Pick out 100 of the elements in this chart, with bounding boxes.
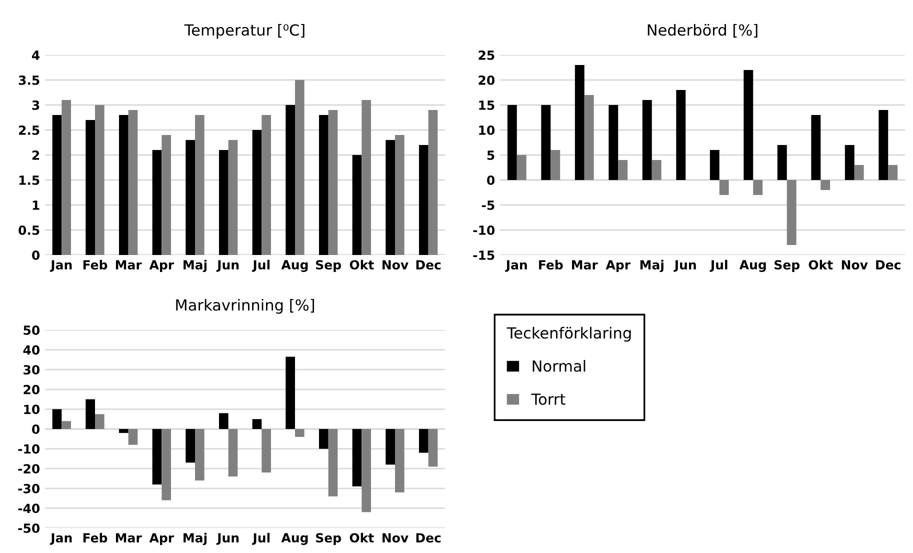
bar bbox=[86, 399, 95, 429]
x-tick-label: Mar bbox=[116, 260, 142, 270]
bar bbox=[52, 115, 62, 255]
bar bbox=[753, 180, 763, 195]
bar bbox=[228, 140, 238, 255]
bar bbox=[328, 110, 338, 255]
bar bbox=[574, 65, 584, 180]
bar bbox=[52, 409, 62, 429]
x-tick-label: Apr bbox=[149, 260, 174, 272]
y-tick-label: 2 bbox=[32, 150, 40, 160]
x-tick-label: Okt bbox=[350, 532, 374, 543]
x-tick-label: Dec bbox=[416, 533, 441, 543]
y-tick-label: -10 bbox=[473, 225, 495, 235]
bar bbox=[295, 429, 304, 437]
y-tick-label: 10 bbox=[479, 125, 495, 135]
x-tick-label: Jul bbox=[252, 532, 270, 545]
x-tick-label: Okt bbox=[808, 260, 833, 270]
x-tick-label: Sep bbox=[316, 533, 341, 545]
bar bbox=[152, 429, 162, 484]
x-tick-label: Jul bbox=[710, 260, 728, 272]
bar bbox=[550, 150, 560, 180]
y-tick-label: 15 bbox=[479, 100, 494, 110]
bar bbox=[642, 100, 652, 180]
y-tick-label: 2.5 bbox=[18, 125, 40, 135]
x-tick-label: Feb bbox=[83, 260, 108, 270]
y-tick-label: -15 bbox=[473, 250, 494, 260]
bar bbox=[676, 90, 686, 180]
x-tick-label: Jul bbox=[252, 260, 270, 272]
bar bbox=[319, 429, 328, 449]
x-tick-label: Nov bbox=[382, 260, 408, 270]
bar bbox=[584, 95, 594, 180]
bar bbox=[186, 140, 195, 255]
x-tick-label: Mar bbox=[572, 260, 598, 270]
x-tick-label: Aug bbox=[281, 260, 308, 272]
bar bbox=[286, 105, 295, 255]
bar bbox=[878, 110, 888, 180]
y-tick-label: -10 bbox=[18, 444, 40, 454]
legend-title: Teckenförklaring bbox=[506, 326, 631, 342]
y-tick-label: -40 bbox=[18, 504, 40, 514]
bar bbox=[710, 150, 720, 180]
chart-title: Temperatur [⁰C] bbox=[184, 24, 304, 39]
x-tick-label: Dec bbox=[416, 260, 441, 270]
x-tick-label: Jun bbox=[674, 260, 696, 272]
y-tick-label: 3 bbox=[32, 100, 40, 110]
y-tick-label: 25 bbox=[478, 50, 494, 60]
y-tick-label: 5 bbox=[487, 150, 494, 160]
x-tick-label: Maj bbox=[640, 260, 664, 272]
bar bbox=[195, 115, 204, 255]
bar bbox=[352, 155, 362, 255]
bar bbox=[844, 145, 854, 180]
bar bbox=[252, 130, 262, 255]
x-tick-label: Okt bbox=[350, 260, 374, 270]
bar bbox=[744, 70, 754, 180]
bar bbox=[328, 429, 338, 496]
y-tick-label: 10 bbox=[24, 404, 40, 414]
y-tick-label: -5 bbox=[482, 200, 494, 210]
bar bbox=[811, 115, 821, 180]
y-tick-label: 0 bbox=[487, 175, 495, 185]
bar bbox=[152, 150, 162, 255]
bar bbox=[362, 100, 371, 255]
y-tick-label: 4 bbox=[32, 50, 40, 60]
x-tick-label: Nov bbox=[842, 260, 868, 270]
x-tick-label: Apr bbox=[149, 533, 174, 545]
x-tick-label: Maj bbox=[184, 260, 207, 272]
bar bbox=[119, 115, 128, 255]
bar bbox=[95, 414, 104, 429]
bar bbox=[162, 135, 171, 255]
y-tick-label: 50 bbox=[24, 325, 40, 335]
legend-label: Normal bbox=[532, 360, 586, 372]
bar bbox=[252, 419, 262, 429]
bar bbox=[128, 429, 138, 445]
bar bbox=[362, 429, 371, 512]
bar bbox=[228, 429, 238, 477]
bar bbox=[119, 429, 128, 433]
bar bbox=[419, 145, 428, 255]
x-tick-label: Sep bbox=[774, 260, 800, 272]
bar bbox=[652, 160, 662, 180]
x-tick-label: Sep bbox=[316, 260, 341, 272]
y-tick-label: -30 bbox=[18, 484, 40, 494]
bar bbox=[86, 120, 95, 255]
bar bbox=[777, 145, 787, 180]
bar bbox=[295, 80, 304, 255]
bar bbox=[428, 429, 438, 467]
bar bbox=[195, 429, 204, 480]
x-tick-label: Feb bbox=[83, 532, 108, 543]
bar bbox=[386, 140, 395, 255]
x-tick-label: Aug bbox=[281, 533, 308, 545]
bar bbox=[62, 421, 71, 429]
bar bbox=[618, 160, 628, 180]
x-tick-label: Jun bbox=[216, 260, 239, 272]
y-tick-label: -20 bbox=[18, 464, 40, 474]
bar bbox=[719, 180, 729, 195]
chart-title: Markavrinning [%] bbox=[176, 298, 314, 314]
bar bbox=[286, 356, 295, 429]
bar bbox=[262, 115, 271, 255]
y-tick-label: 40 bbox=[23, 345, 40, 355]
x-tick-label: Aug bbox=[739, 260, 766, 272]
x-tick-label: Mar bbox=[116, 533, 142, 543]
bar bbox=[854, 165, 864, 180]
bar bbox=[128, 110, 138, 255]
